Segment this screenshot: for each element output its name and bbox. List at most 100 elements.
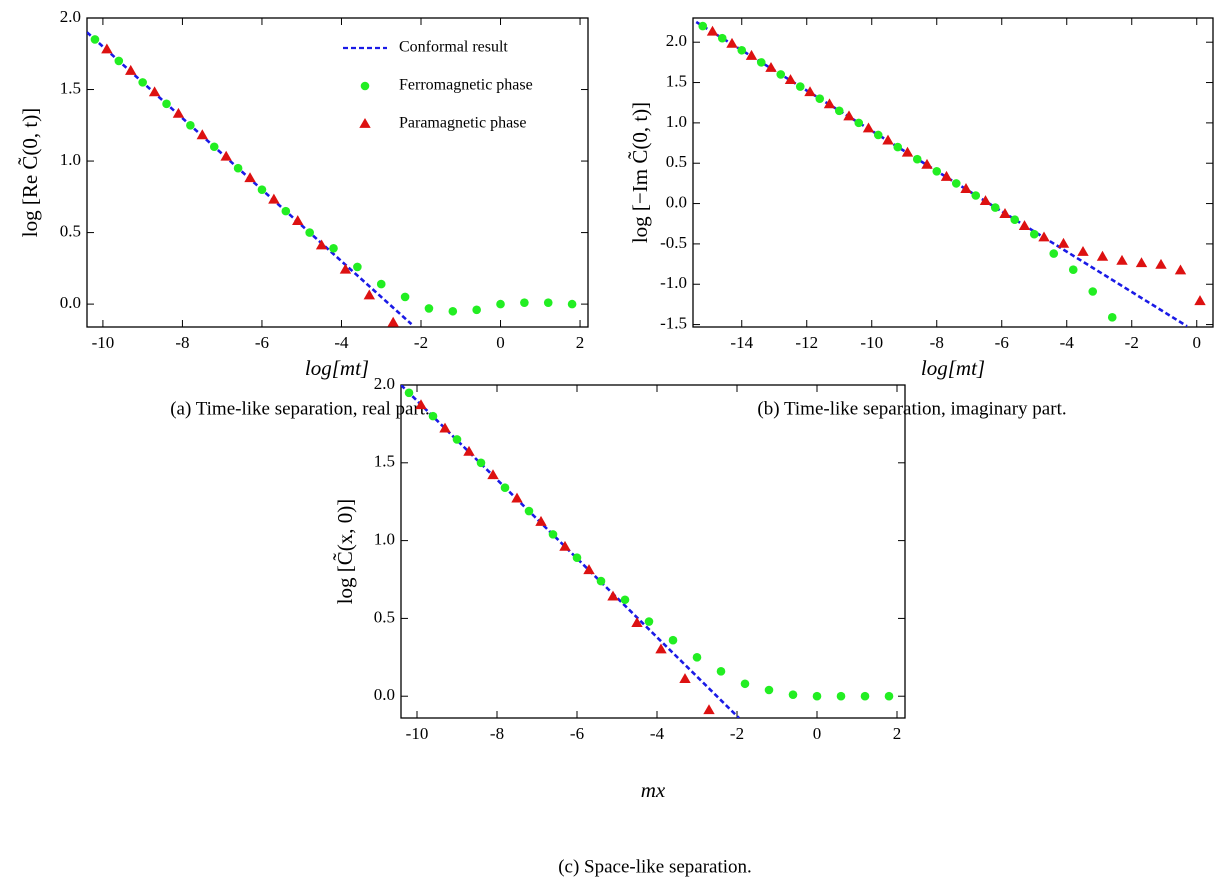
point	[559, 540, 571, 551]
y-tick-label: 1.5	[374, 452, 395, 471]
point	[815, 94, 825, 103]
x-tick-label: -2	[1125, 333, 1139, 352]
y-tick-label: 0.0	[60, 293, 81, 312]
point	[765, 62, 777, 72]
point	[940, 170, 953, 181]
x-tick-label: 2	[893, 724, 902, 743]
y-tick-label: 1.0	[666, 112, 687, 131]
point	[644, 617, 654, 626]
point	[496, 299, 505, 309]
point	[487, 469, 499, 480]
y-tick-label: 1.0	[60, 150, 81, 169]
legend-label: Conformal result	[399, 39, 508, 56]
x-tick-label: -6	[255, 333, 269, 352]
legend-marker	[360, 81, 370, 91]
plot-area	[87, 31, 577, 327]
y-tick-label: 1.5	[666, 71, 687, 90]
point	[804, 86, 816, 97]
point	[209, 142, 219, 152]
point	[836, 691, 846, 701]
point	[607, 590, 619, 601]
point	[971, 191, 981, 200]
point	[535, 515, 547, 526]
y-tick-label: 0.0	[666, 192, 687, 211]
point	[1096, 250, 1109, 261]
point	[784, 74, 797, 85]
point	[860, 691, 870, 701]
point	[737, 45, 747, 55]
point	[268, 193, 280, 204]
y-tick-label: 2.0	[374, 374, 395, 393]
point	[912, 154, 922, 164]
x-tick-label: 2	[576, 333, 585, 352]
x-tick-label: -6	[995, 333, 1009, 352]
point	[90, 35, 100, 44]
point	[979, 195, 992, 206]
x-tick-label: -4	[1060, 333, 1075, 352]
point	[548, 530, 558, 539]
point	[745, 49, 758, 60]
legend-label: Paramagnetic phase	[399, 115, 527, 132]
point	[220, 150, 232, 161]
caption: (b) Time-like separation, imaginary part…	[757, 398, 1066, 419]
point	[404, 388, 414, 398]
point	[960, 183, 972, 193]
point	[596, 576, 606, 586]
point	[424, 304, 434, 313]
point	[717, 33, 727, 43]
point	[101, 43, 113, 54]
point	[668, 635, 678, 645]
y-tick-label: -0.5	[660, 233, 687, 252]
x-tick-label: 0	[813, 724, 822, 743]
point	[716, 667, 726, 676]
plot-area	[695, 20, 1206, 327]
point	[990, 203, 1000, 212]
point	[500, 483, 510, 493]
caption: (a) Time-like separation, real part.	[170, 398, 430, 419]
point	[756, 58, 766, 67]
point	[823, 98, 836, 109]
plot-frame	[86, 17, 589, 328]
point	[788, 690, 798, 699]
legend-label: Ferromagnetic phase	[399, 77, 533, 94]
point	[862, 122, 875, 133]
point	[834, 106, 844, 116]
x-axis-label: log[mt]	[921, 356, 985, 380]
plot-frame	[400, 384, 906, 719]
point	[448, 306, 458, 316]
point	[292, 215, 304, 226]
caption: (c) Space-like separation.	[558, 856, 752, 877]
point	[921, 158, 933, 169]
point	[884, 691, 894, 701]
y-tick-label: 2.0	[666, 31, 687, 50]
point	[882, 134, 894, 145]
point	[257, 185, 267, 194]
x-tick-label: -8	[490, 724, 504, 743]
x-axis-label: log[mt]	[305, 356, 369, 380]
point	[583, 564, 595, 575]
point	[843, 110, 855, 121]
point	[567, 299, 577, 309]
y-tick-label: 0.5	[374, 607, 395, 626]
x-tick-label: -2	[730, 724, 744, 743]
point	[854, 118, 864, 128]
point	[186, 120, 195, 130]
point	[363, 289, 376, 300]
y-tick-label: -1.5	[660, 313, 687, 332]
x-tick-label: 0	[1193, 333, 1202, 352]
point	[572, 553, 582, 563]
point	[932, 166, 942, 176]
point	[524, 506, 534, 516]
point	[305, 228, 314, 237]
x-tick-label: -12	[795, 333, 818, 352]
point	[1194, 295, 1206, 306]
point	[999, 208, 1011, 218]
point	[1057, 237, 1070, 248]
y-tick-label: 0.0	[374, 685, 395, 704]
point	[795, 82, 805, 91]
point	[196, 129, 209, 140]
point	[812, 691, 822, 701]
point	[698, 21, 708, 31]
point	[353, 262, 362, 272]
